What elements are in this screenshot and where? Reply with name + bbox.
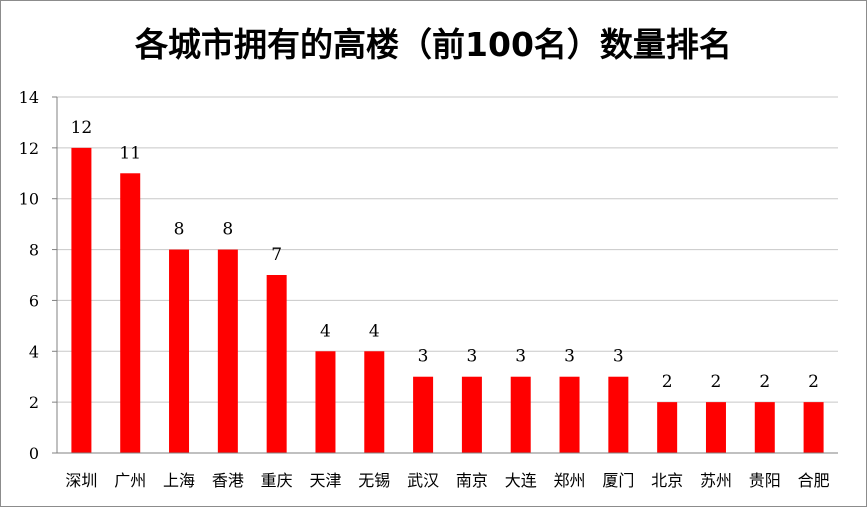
bar <box>120 173 141 454</box>
data-label: 2 <box>808 372 819 392</box>
x-tick-label: 重庆 <box>261 471 293 490</box>
x-axis: 深圳 广州 上海 香港 重庆 天津 无锡 武汉 南京 大连 郑州 厦门 北京 苏州 贵阳 合肥 <box>57 452 838 490</box>
y-tick-label: 0 <box>29 444 39 463</box>
data-label: 11 <box>119 143 141 163</box>
x-tick-label: 苏州 <box>700 471 732 490</box>
bar <box>559 376 580 453</box>
x-tick-label: 大连 <box>505 471 537 490</box>
data-label: 2 <box>711 372 722 392</box>
x-tick-label: 厦门 <box>602 471 634 490</box>
x-tick-label: 武汉 <box>407 471 439 490</box>
bar <box>413 376 434 453</box>
x-tick-label: 郑州 <box>554 471 586 490</box>
bar <box>705 402 726 453</box>
y-tick-label: 4 <box>29 342 39 361</box>
x-tick-label: 天津 <box>309 471 341 490</box>
x-tick-label: 无锡 <box>358 471 390 490</box>
data-label: 4 <box>369 321 380 341</box>
data-label: 2 <box>759 372 770 392</box>
data-label: 3 <box>613 347 624 367</box>
bar <box>71 147 92 453</box>
data-label: 8 <box>174 220 185 240</box>
bar <box>510 376 531 453</box>
data-label: 3 <box>564 347 575 367</box>
bars <box>71 147 824 454</box>
bar <box>461 376 482 453</box>
bar <box>266 275 287 453</box>
y-tick-label: 12 <box>19 139 39 158</box>
x-tick-label: 深圳 <box>65 471 97 490</box>
bar <box>169 249 190 453</box>
data-label: 3 <box>515 347 526 367</box>
data-label: 3 <box>466 347 477 367</box>
data-label: 12 <box>71 118 93 138</box>
x-tick-label: 贵阳 <box>749 471 781 490</box>
y-tick-label: 2 <box>29 393 39 412</box>
y-tick-label: 14 <box>19 88 39 107</box>
data-label: 2 <box>662 372 673 392</box>
bar <box>217 249 238 453</box>
data-label: 3 <box>418 347 429 367</box>
x-tick-label: 广州 <box>114 471 146 490</box>
x-tick-label: 合肥 <box>798 471 830 490</box>
data-label: 7 <box>271 245 282 265</box>
x-tick-label: 香港 <box>212 471 244 490</box>
y-tick-label: 10 <box>19 190 39 209</box>
bar <box>657 402 678 453</box>
bar <box>364 351 385 453</box>
data-labels: 12 11 8 8 7 4 4 3 3 3 3 3 2 2 2 2 <box>71 118 819 392</box>
y-tick-label: 8 <box>29 241 39 260</box>
data-label: 8 <box>222 220 233 240</box>
bar <box>754 402 775 453</box>
data-label: 4 <box>320 321 331 341</box>
x-tick-label: 南京 <box>456 471 488 490</box>
chart-title: 各城市拥有的高楼（前100名）数量排名 <box>135 25 732 64</box>
y-axis: 0 2 4 6 8 10 12 14 <box>19 88 58 463</box>
bar <box>315 351 336 453</box>
bar <box>803 402 824 453</box>
bar <box>608 376 629 453</box>
x-tick-label: 北京 <box>651 471 683 490</box>
x-tick-label: 上海 <box>163 471 195 490</box>
y-tick-label: 6 <box>29 291 39 310</box>
